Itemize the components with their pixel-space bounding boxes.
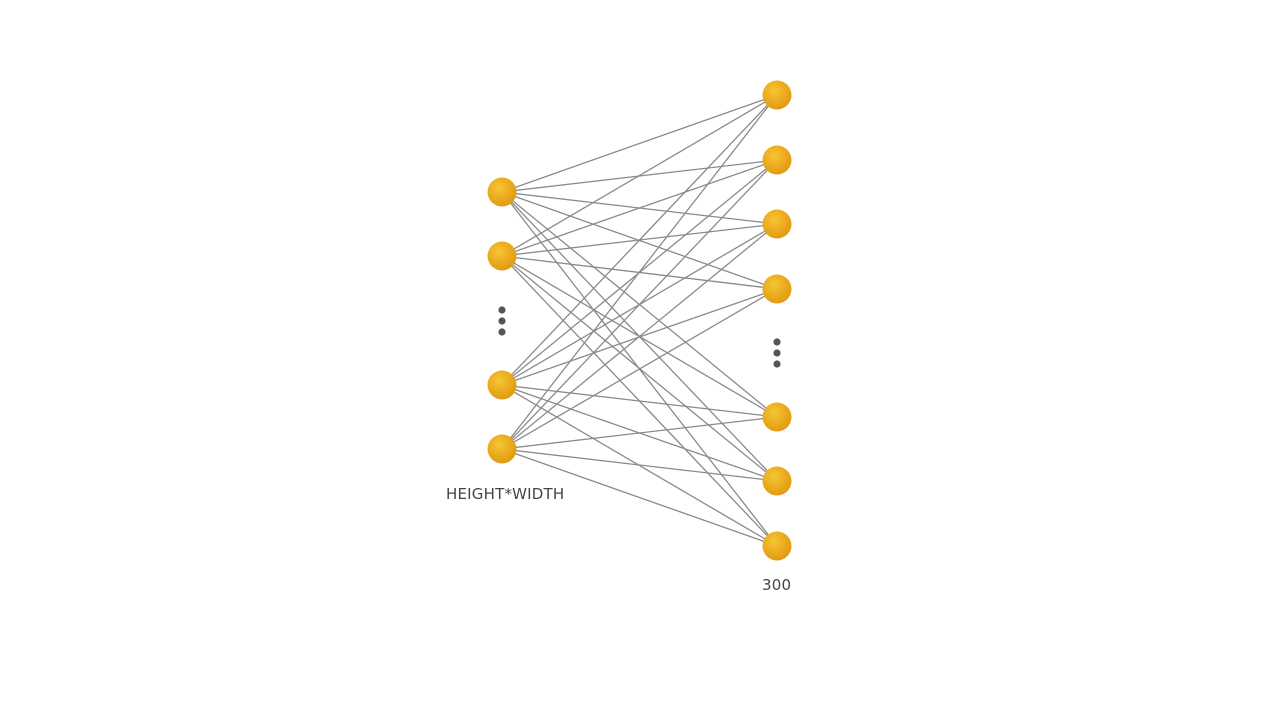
input-ellipsis [498, 306, 506, 336]
connection-edge [501, 384, 778, 418]
connection-edge [501, 416, 778, 450]
output-layer-label: 300 [762, 576, 792, 594]
connection-edge [501, 94, 778, 193]
ellipsis-dot [773, 338, 781, 346]
output-node [762, 466, 792, 496]
connection-edge [501, 448, 778, 547]
ellipsis-dot [498, 306, 506, 314]
output-node [762, 80, 792, 110]
ellipsis-dot [773, 349, 781, 357]
connection-edge [501, 94, 778, 386]
connection-edge [501, 223, 778, 450]
output-node [762, 209, 792, 239]
connection-edge [501, 94, 778, 257]
ellipsis-dot [498, 317, 506, 325]
connection-edge [501, 288, 778, 450]
ellipsis-dot [773, 360, 781, 368]
output-node [762, 531, 792, 561]
nodes [487, 80, 792, 561]
input-node [487, 370, 517, 400]
output-node [762, 274, 792, 304]
connection-edge [501, 94, 778, 450]
output-node [762, 402, 792, 432]
connection-edge [501, 159, 778, 257]
connection-edge [501, 159, 778, 450]
connection-edge [501, 448, 778, 482]
output-node [762, 145, 792, 175]
input-node [487, 177, 517, 207]
ellipses [498, 306, 781, 368]
output-ellipsis [773, 338, 781, 368]
input-node [487, 434, 517, 464]
input-layer-label: HEIGHT*WIDTH [446, 485, 565, 503]
connections [501, 94, 778, 547]
input-node [487, 241, 517, 271]
ellipsis-dot [498, 328, 506, 336]
